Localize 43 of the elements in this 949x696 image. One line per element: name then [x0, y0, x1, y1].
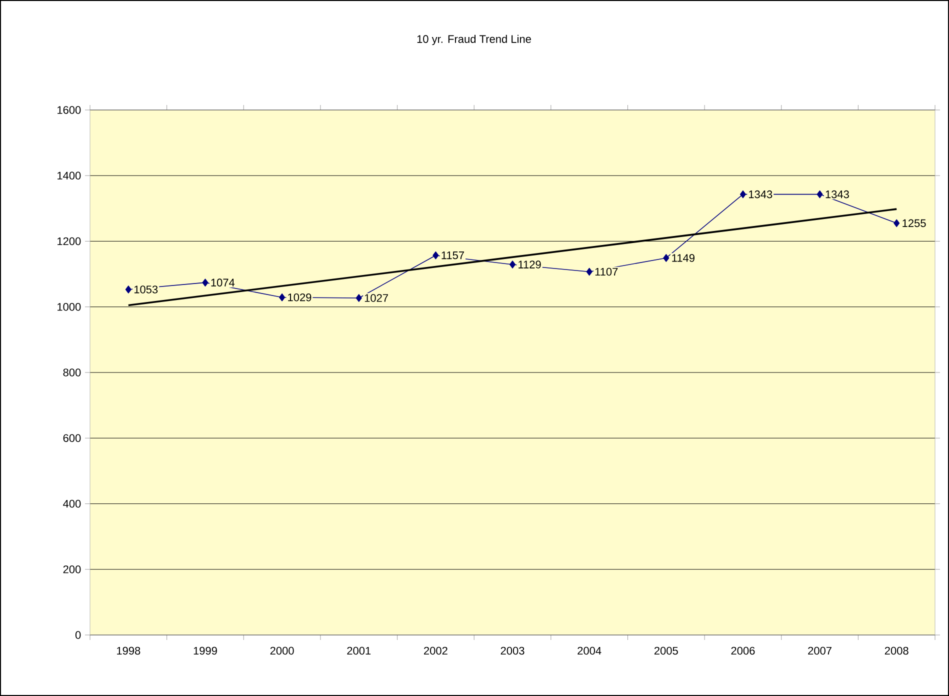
y-tick-label: 0: [75, 631, 81, 639]
y-tick-label: 800: [63, 368, 81, 376]
point: [125, 286, 132, 294]
x-tick-label: 2008: [884, 646, 908, 655]
data-label: 1107: [595, 268, 618, 276]
point: [586, 268, 592, 276]
data-label: 1074: [211, 278, 235, 286]
x-tick-label: 1999: [194, 646, 217, 655]
data-label: 1029: [288, 293, 312, 302]
x-tick-label: 1998: [117, 646, 140, 655]
point: [816, 190, 823, 198]
x-tick-label: 2000: [270, 646, 294, 655]
y-tick-label: 400: [63, 500, 81, 508]
data-label: 1053: [134, 286, 158, 294]
data-label: 1255: [902, 219, 926, 228]
data-label: 1343: [749, 190, 772, 198]
y-tick-label: 1400: [58, 172, 81, 180]
x-tick-label: 2005: [654, 646, 678, 655]
data-label: 1157: [442, 252, 464, 260]
data-label: 1343: [826, 190, 849, 198]
chart-title: 10 yr. Fraud Trend Line: [417, 34, 531, 46]
point: [663, 254, 670, 262]
y-tick-label: 1000: [58, 302, 81, 311]
data-label: 1149: [672, 254, 694, 262]
data-label: 1027: [364, 294, 388, 302]
point: [894, 219, 900, 228]
point: [279, 293, 286, 302]
point: [202, 278, 208, 286]
x-tick-label: 2006: [731, 646, 755, 655]
point: [356, 294, 362, 302]
x-tick-label: 2007: [808, 646, 832, 655]
data-label: 1129: [518, 260, 541, 268]
x-tick-label: 2002: [424, 646, 448, 655]
point: [432, 251, 439, 260]
y-tick-label: 200: [63, 565, 81, 574]
x-tick-label: 2004: [578, 646, 602, 655]
x-tick-label: 2001: [347, 646, 371, 655]
y-tick-label: 1600: [58, 106, 81, 114]
x-tick-label: 2003: [500, 646, 524, 655]
point: [509, 260, 516, 268]
y-tick-label: 600: [63, 434, 81, 442]
point: [740, 190, 746, 198]
y-tick-label: 1200: [58, 237, 81, 246]
